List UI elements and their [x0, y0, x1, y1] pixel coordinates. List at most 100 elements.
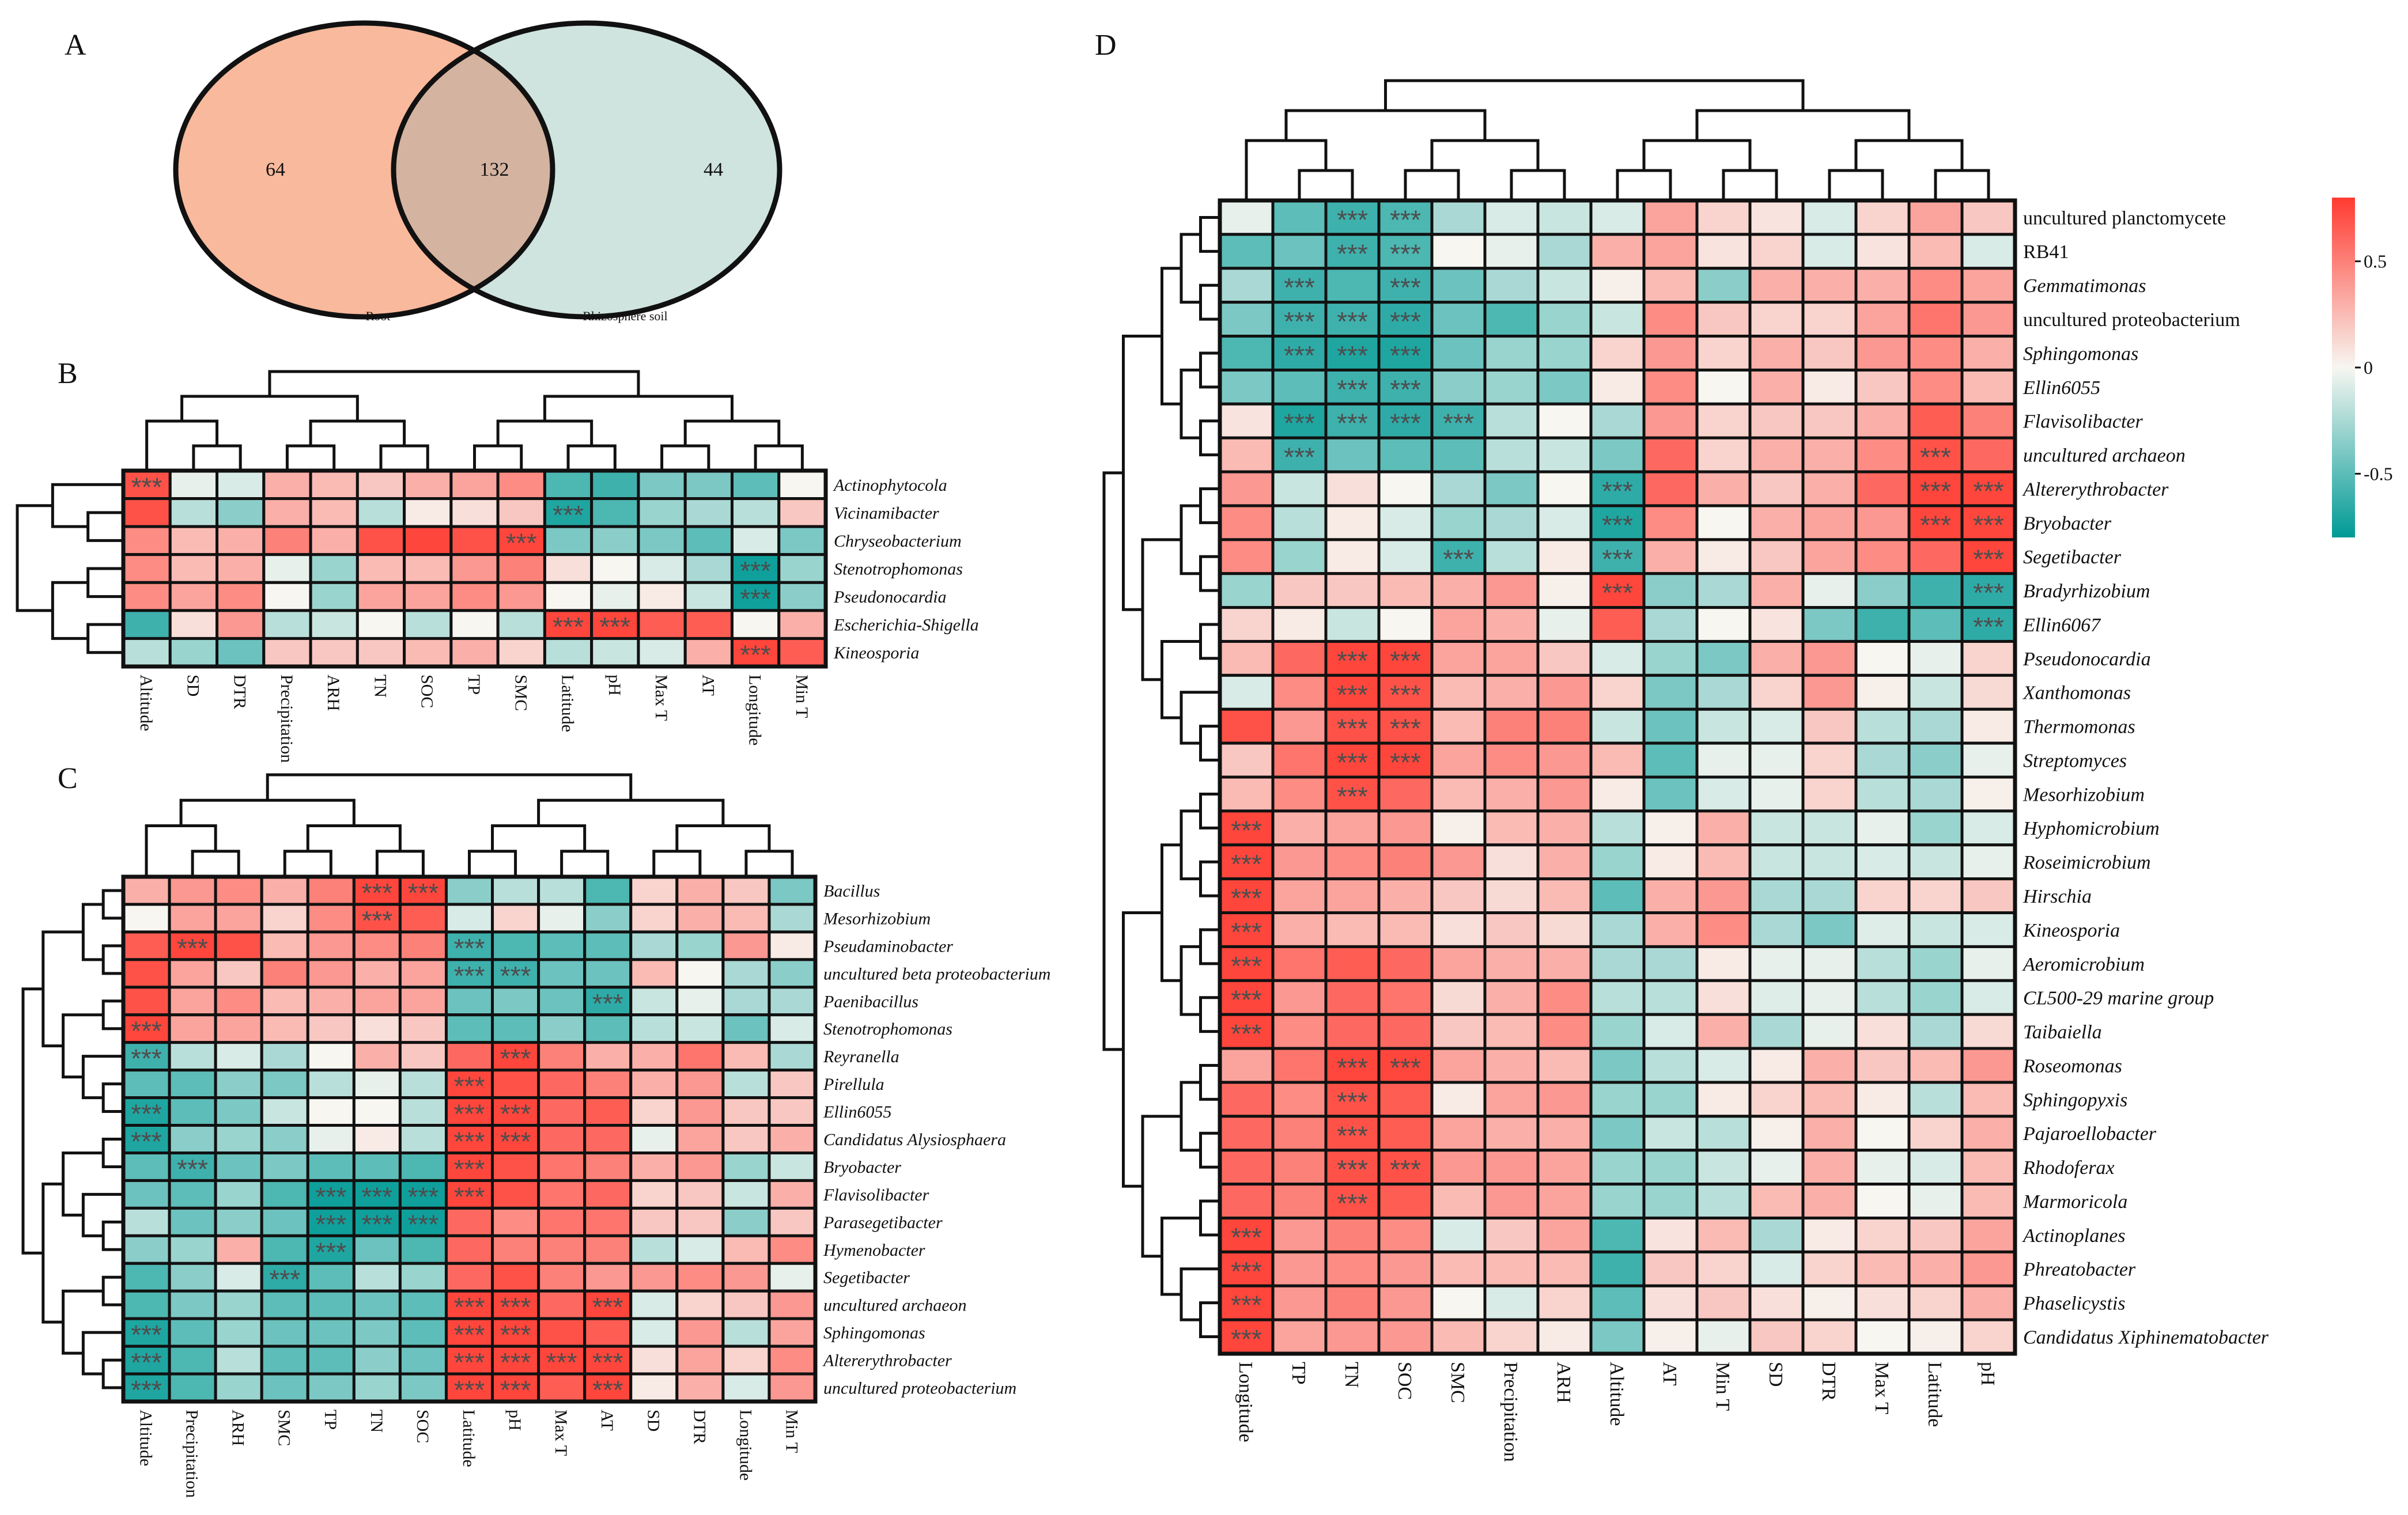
heatmap-cell: [1642, 1149, 1699, 1186]
row-label: uncultured archaeon: [823, 1296, 967, 1315]
heatmap-cell: [1589, 809, 1646, 847]
heatmap-cell: [216, 497, 266, 528]
significance-mark: ***: [1337, 340, 1368, 370]
heatmap-cell: [491, 1234, 540, 1265]
heatmap-cell: [1430, 1047, 1487, 1084]
heatmap-cell: [537, 1069, 587, 1100]
row-label: uncultured planctomycete: [2023, 207, 2226, 229]
row-label: Flavisolibacter: [2023, 411, 2144, 433]
heatmap-cell: [260, 1234, 309, 1265]
heatmap-cell: [1748, 1149, 1805, 1186]
heatmap-cell: [1536, 639, 1593, 677]
column-label: TN: [367, 1410, 386, 1433]
significance-mark: ***: [1337, 1086, 1368, 1116]
heatmap-cell: [1324, 1250, 1381, 1287]
heatmap-cell: [1483, 436, 1540, 474]
significance-mark: ***: [1337, 781, 1368, 811]
colorbar-tick-label: 0: [2364, 357, 2373, 378]
heatmap-cell: [262, 497, 312, 528]
heatmap-cell: [629, 1234, 679, 1265]
heatmap-cell: [1642, 1250, 1699, 1287]
heatmap-cell: [496, 469, 546, 501]
row-dendrogram: [62, 1289, 104, 1355]
heatmap-cell: [1324, 470, 1381, 507]
significance-mark: ***: [1390, 374, 1421, 404]
heatmap-cell: [1483, 233, 1540, 270]
heatmap-cell: [1377, 877, 1434, 915]
heatmap-cell: [1854, 673, 1911, 711]
heatmap-cell: [768, 1096, 817, 1127]
row-dendrogram: [1199, 1301, 1220, 1339]
heatmap-cell: [1430, 504, 1487, 541]
heatmap-cell: [122, 1179, 171, 1210]
row-dendrogram: [86, 623, 123, 654]
column-dendrogram: [491, 824, 587, 851]
panel-label-c: C: [58, 762, 78, 795]
venn-count-root: 64: [266, 159, 285, 180]
heatmap-cell: [721, 903, 771, 934]
heatmap-cell: [637, 469, 687, 501]
heatmap-cell: [1642, 1013, 1699, 1050]
significance-mark: ***: [1337, 1053, 1368, 1083]
heatmap-cell: [260, 1179, 309, 1210]
heatmap-cell: [491, 1179, 540, 1210]
heatmap-cell: [1907, 979, 1964, 1016]
row-label: RB41: [2023, 241, 2069, 263]
venn-label-rhizosphere: Rhizosphere soil: [583, 309, 667, 323]
heatmap-cell: [721, 1262, 771, 1293]
heatmap-cell: [730, 525, 781, 556]
heatmap-cell: [1271, 1318, 1328, 1355]
heatmap-cell: [1854, 402, 1911, 440]
heatmap-cell: [1536, 945, 1593, 982]
heatmap-cell: [1642, 436, 1699, 474]
heatmap-cell: [356, 581, 406, 612]
significance-mark: ***: [1973, 476, 2004, 506]
significance-mark: ***: [1284, 272, 1315, 302]
significance-mark: ***: [131, 1320, 162, 1350]
heatmap-cell: [1589, 1081, 1646, 1118]
heatmap-cell: [768, 903, 817, 934]
heatmap-cell: [1218, 538, 1275, 575]
column-label: Precipitation: [277, 675, 296, 763]
heatmap-cell: [168, 958, 217, 989]
heatmap-cell: [1271, 707, 1328, 745]
heatmap-cell: [1748, 267, 1805, 304]
heatmap-cell: [1430, 979, 1487, 1016]
heatmap-cell: [491, 875, 540, 906]
heatmap-b: ****************** ******ActinophytocolaV…: [16, 370, 979, 763]
heatmap-cell: [1801, 741, 1858, 779]
heatmap-cell: [1801, 335, 1858, 372]
column-dendrogram: [268, 370, 640, 396]
row-dendrogram: [1199, 725, 1220, 762]
heatmap-cell: [309, 469, 359, 501]
heatmap-cell: [1324, 877, 1381, 915]
column-dendrogram: [1284, 109, 1487, 141]
heatmap-cell: [1854, 1115, 1911, 1152]
heatmap-cell: [1801, 402, 1858, 440]
heatmap-cell: [214, 1262, 263, 1293]
heatmap-cell: [356, 525, 406, 556]
heatmap-cell: [768, 1289, 817, 1320]
column-label: DTR: [230, 675, 250, 709]
heatmap-cell: [122, 1151, 171, 1182]
heatmap-cell: [1748, 1318, 1805, 1355]
heatmap-cell: [1271, 1081, 1328, 1118]
row-dendrogram: [1199, 215, 1220, 253]
heatmap-cell: [1536, 1183, 1593, 1219]
heatmap-cell: [1377, 1115, 1434, 1152]
heatmap-cell: [306, 1013, 356, 1044]
heatmap-cell: [1642, 606, 1699, 643]
heatmap-cell: [1907, 843, 1964, 881]
significance-mark: ***: [1390, 1154, 1421, 1184]
heatmap-cell: [1536, 301, 1593, 338]
row-label: Ellin6055: [2023, 377, 2100, 399]
heatmap-cell: [1589, 1115, 1646, 1152]
heatmap-cell: [1218, 368, 1275, 406]
heatmap-cell: [1748, 606, 1805, 643]
heatmap-cell: [1695, 1284, 1752, 1321]
heatmap-cell: [537, 1041, 587, 1072]
column-label: DTR: [690, 1410, 709, 1444]
row-label: Marmoricola: [2023, 1191, 2127, 1213]
column-label: Max T: [1871, 1362, 1892, 1414]
heatmap-cell: [1536, 1115, 1593, 1152]
